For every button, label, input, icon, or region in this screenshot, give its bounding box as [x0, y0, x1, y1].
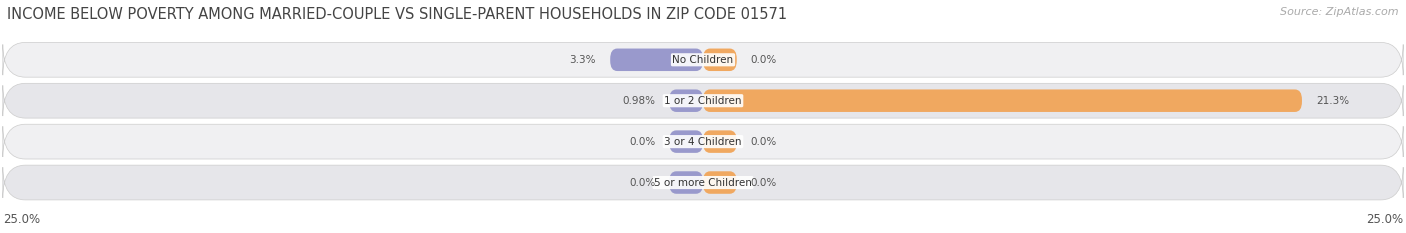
- Text: 0.0%: 0.0%: [751, 178, 778, 188]
- FancyBboxPatch shape: [669, 171, 703, 194]
- FancyBboxPatch shape: [703, 130, 737, 153]
- FancyBboxPatch shape: [3, 83, 1403, 118]
- FancyBboxPatch shape: [3, 42, 1403, 77]
- FancyBboxPatch shape: [3, 124, 1403, 159]
- Text: 0.98%: 0.98%: [623, 96, 655, 106]
- Text: 5 or more Children: 5 or more Children: [654, 178, 752, 188]
- Text: No Children: No Children: [672, 55, 734, 65]
- FancyBboxPatch shape: [669, 89, 703, 112]
- Text: 1 or 2 Children: 1 or 2 Children: [664, 96, 742, 106]
- FancyBboxPatch shape: [703, 89, 1302, 112]
- Text: 25.0%: 25.0%: [3, 212, 39, 226]
- FancyBboxPatch shape: [703, 48, 737, 71]
- Text: INCOME BELOW POVERTY AMONG MARRIED-COUPLE VS SINGLE-PARENT HOUSEHOLDS IN ZIP COD: INCOME BELOW POVERTY AMONG MARRIED-COUPL…: [7, 7, 787, 22]
- FancyBboxPatch shape: [703, 171, 737, 194]
- Text: 0.0%: 0.0%: [751, 137, 778, 147]
- Text: 0.0%: 0.0%: [628, 137, 655, 147]
- FancyBboxPatch shape: [3, 165, 1403, 200]
- FancyBboxPatch shape: [669, 130, 703, 153]
- Text: 0.0%: 0.0%: [751, 55, 778, 65]
- Text: 3 or 4 Children: 3 or 4 Children: [664, 137, 742, 147]
- Text: 21.3%: 21.3%: [1316, 96, 1350, 106]
- Text: 25.0%: 25.0%: [1367, 212, 1403, 226]
- FancyBboxPatch shape: [610, 48, 703, 71]
- Text: 3.3%: 3.3%: [569, 55, 596, 65]
- Text: Source: ZipAtlas.com: Source: ZipAtlas.com: [1281, 7, 1399, 17]
- Text: 0.0%: 0.0%: [628, 178, 655, 188]
- Legend: Married Couples, Single Parents: Married Couples, Single Parents: [579, 230, 827, 233]
